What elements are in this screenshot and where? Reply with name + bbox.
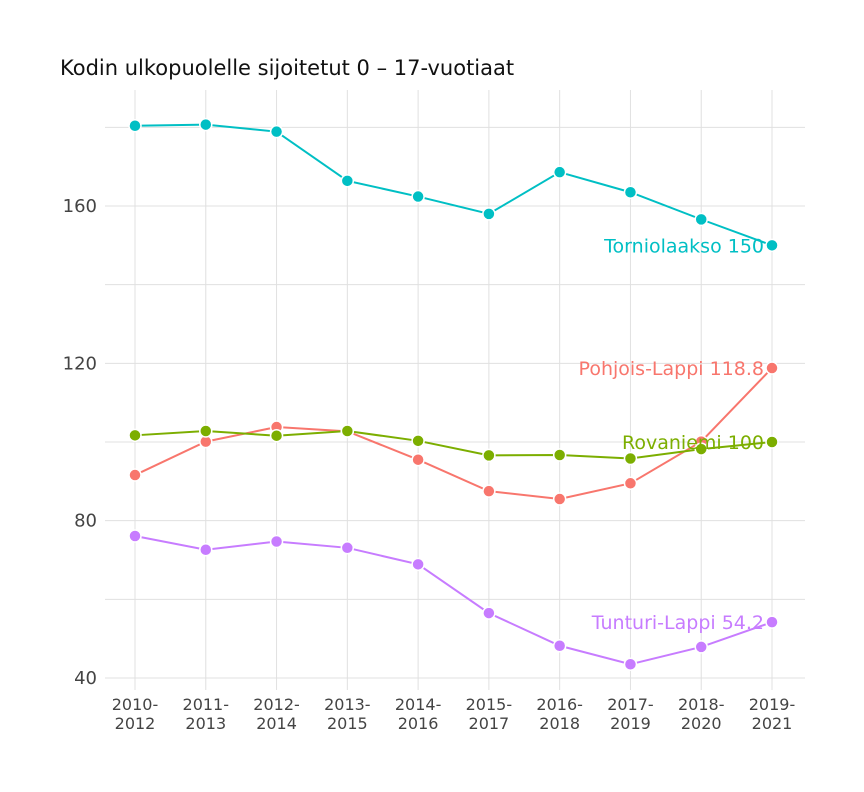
series-end-label: Torniolaakso 150 bbox=[603, 235, 764, 257]
data-point bbox=[411, 189, 425, 204]
series-line bbox=[134, 535, 773, 666]
data-point bbox=[482, 207, 496, 221]
data-point bbox=[552, 448, 567, 462]
y-tick-label: 40 bbox=[74, 668, 97, 689]
series-end-labels: Torniolaakso 150 Pohjois-Lappi 118.8 Rovan… bbox=[579, 235, 764, 634]
data-point bbox=[340, 541, 355, 555]
data-point bbox=[552, 165, 567, 179]
data-point bbox=[128, 428, 142, 443]
series-line bbox=[134, 123, 773, 247]
series-lines bbox=[134, 123, 773, 666]
data-point bbox=[128, 529, 142, 543]
series-end-label: Tunturi-Lappi 54.2 bbox=[591, 612, 764, 634]
data-point bbox=[199, 543, 213, 557]
data-point bbox=[765, 361, 779, 375]
data-point bbox=[128, 119, 142, 133]
data-point bbox=[694, 212, 708, 227]
y-tick-label: 80 bbox=[74, 511, 97, 532]
data-point bbox=[694, 442, 708, 456]
x-tick-label: 2019-2021 bbox=[749, 695, 796, 733]
data-point bbox=[623, 451, 638, 466]
x-tick-label: 2018-2020 bbox=[678, 695, 725, 733]
data-point bbox=[199, 117, 213, 132]
data-point bbox=[623, 185, 638, 199]
x-axis-ticks: 2010-2012 2011-2013 2012-2014 2013-2015 2014… bbox=[112, 695, 796, 733]
data-point bbox=[199, 424, 213, 438]
data-point bbox=[482, 484, 496, 498]
data-point bbox=[128, 468, 142, 482]
data-point bbox=[623, 476, 638, 491]
series-points bbox=[128, 117, 779, 671]
x-tick-label: 2013-2015 bbox=[324, 695, 371, 733]
data-point bbox=[411, 434, 425, 448]
data-point bbox=[269, 428, 284, 443]
data-point bbox=[623, 657, 638, 671]
data-point bbox=[552, 492, 567, 506]
y-tick-label: 160 bbox=[63, 196, 97, 217]
series-end-label: Rovaniemi 100 bbox=[622, 432, 764, 454]
data-point bbox=[765, 238, 779, 253]
data-point bbox=[340, 424, 355, 438]
x-tick-label: 2017-2019 bbox=[607, 695, 654, 733]
y-axis-ticks: 40 80 120 160 bbox=[63, 196, 97, 689]
x-tick-label: 2015-2017 bbox=[466, 695, 513, 733]
chart-title: Kodin ulkopuolelle sijoitetut 0 – 17-vuo… bbox=[60, 56, 515, 80]
x-tick-label: 2012-2014 bbox=[253, 695, 300, 733]
data-point bbox=[694, 640, 708, 654]
data-point bbox=[765, 435, 779, 449]
data-point bbox=[269, 534, 284, 549]
x-tick-label: 2010-2012 bbox=[112, 695, 159, 733]
data-point bbox=[411, 452, 425, 467]
data-point bbox=[269, 124, 284, 139]
grid bbox=[105, 90, 805, 690]
data-point bbox=[482, 448, 496, 463]
series-line bbox=[134, 429, 773, 460]
data-point bbox=[552, 638, 567, 653]
x-tick-label: 2016-2018 bbox=[536, 695, 583, 733]
y-tick-label: 120 bbox=[63, 353, 97, 374]
x-tick-label: 2014-2016 bbox=[395, 695, 442, 733]
data-point bbox=[482, 606, 496, 620]
data-point bbox=[411, 557, 425, 572]
data-point bbox=[340, 174, 355, 188]
data-point bbox=[765, 615, 779, 629]
series-end-label: Pohjois-Lappi 118.8 bbox=[579, 358, 764, 380]
x-tick-label: 2011-2013 bbox=[183, 695, 230, 733]
